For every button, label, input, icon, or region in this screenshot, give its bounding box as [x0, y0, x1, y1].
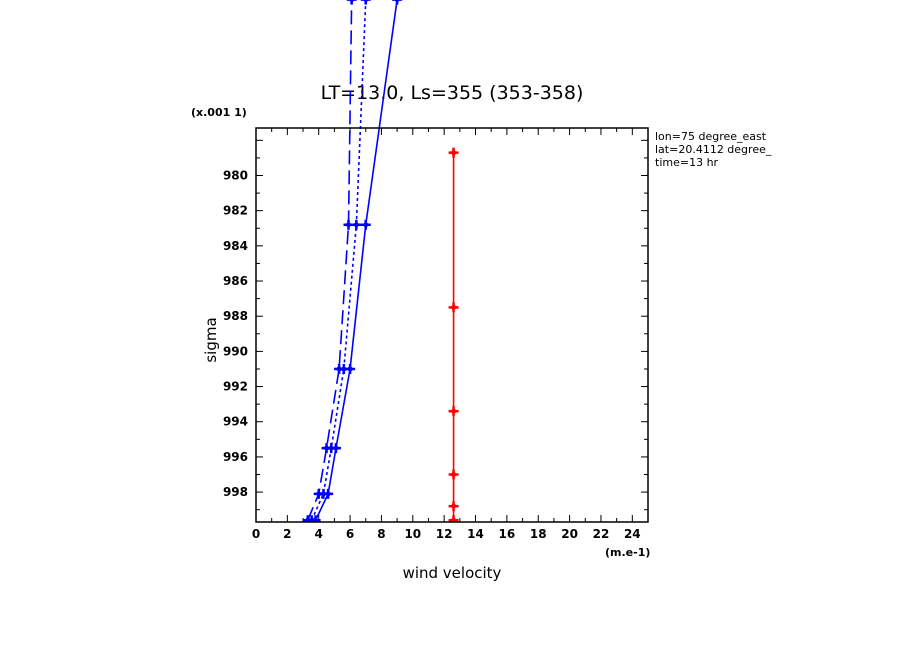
series-3-marker	[448, 147, 459, 158]
series-layer	[302, 0, 459, 522]
x-tick-label: 24	[624, 527, 641, 541]
annotation-lat: lat=20.4112 degree_	[655, 143, 772, 156]
x-tick-label: 0	[252, 527, 260, 541]
chart-title: LT=13.0, Ls=355 (353-358)	[321, 82, 584, 104]
x-tick-label: 18	[530, 527, 547, 541]
series-2-marker	[321, 443, 332, 454]
series-3-marker	[448, 406, 459, 417]
y-tick-label: 988	[223, 309, 248, 323]
series-3-marker	[448, 302, 459, 313]
x-tick-label: 4	[315, 527, 323, 541]
x-units: (m.e-1)	[605, 546, 650, 559]
x-tick-label: 2	[283, 527, 291, 541]
series-2-marker	[343, 219, 354, 230]
annotation-lon: lon=75 degree_east	[655, 130, 767, 143]
series-0-marker	[360, 219, 371, 230]
x-tick-label: 22	[593, 527, 610, 541]
series-line-2	[307, 0, 353, 521]
series-2-marker	[334, 363, 345, 374]
y-tick-label: 990	[223, 344, 248, 358]
y-tick-label: 998	[223, 485, 248, 499]
x-tick-label: 12	[436, 527, 453, 541]
series-1-marker	[360, 0, 371, 5]
x-tick-label: 8	[377, 527, 385, 541]
y-tick-label: 980	[223, 168, 248, 182]
y-tick-label: 992	[223, 380, 248, 394]
annotation-time: time=13 hr	[655, 156, 719, 169]
y-tick-label: 984	[223, 239, 248, 253]
x-tick-label: 20	[561, 527, 578, 541]
series-line-1	[310, 0, 367, 521]
y-axis-title: sigma	[202, 317, 220, 362]
x-tick-label: 16	[499, 527, 516, 541]
series-2-marker	[346, 0, 357, 5]
y-tick-label: 994	[223, 415, 248, 429]
series-line-0	[314, 0, 398, 521]
y-tick-label: 996	[223, 450, 248, 464]
axis-ticks: 0 2 4 6 8 10 12 14 16 18 20 22 249809829849869889909…	[223, 128, 649, 541]
y-tick-label: 986	[223, 274, 248, 288]
series-0-marker	[392, 0, 403, 5]
series-3-marker	[448, 515, 459, 522]
series-2-marker	[313, 488, 324, 499]
series-3-marker	[448, 469, 459, 480]
series-2-marker	[302, 515, 313, 522]
x-tick-label: 10	[404, 527, 421, 541]
plot-frame	[255, 127, 649, 523]
y-units: (x.001 1)	[191, 106, 247, 119]
x-axis-title: wind velocity	[403, 564, 502, 582]
x-tick-label: 6	[346, 527, 354, 541]
series-3-marker	[448, 501, 459, 512]
y-tick-label: 982	[223, 204, 248, 218]
x-tick-label: 14	[467, 527, 484, 541]
